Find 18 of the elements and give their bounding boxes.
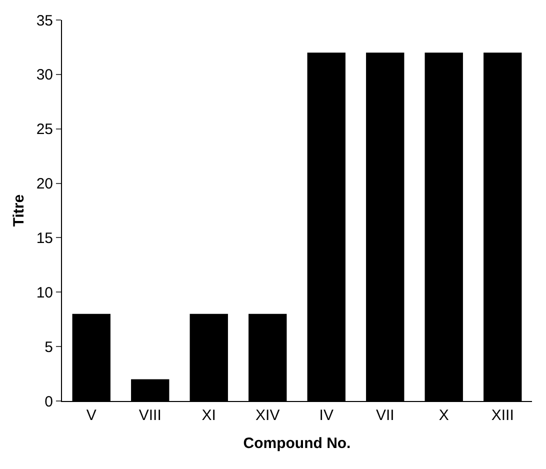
x-axis-title: Compound No. (243, 435, 351, 452)
y-tick-label: 10 (36, 284, 53, 302)
y-axis-title: Titre (10, 194, 28, 227)
x-tick-label: XIII (491, 407, 514, 424)
x-tick-label: IV (319, 407, 334, 424)
x-tick-label: VIII (138, 407, 162, 424)
x-tick-label: VII (376, 407, 394, 424)
y-tick-label: 35 (36, 12, 53, 30)
y-tick-label: 0 (44, 393, 53, 410)
x-tick-label: XIV (256, 407, 280, 424)
x-tick-label: X (438, 407, 449, 424)
x-tick-label: V (86, 407, 96, 424)
y-tick-label: 30 (36, 66, 53, 84)
y-tick-label: 5 (44, 338, 53, 356)
y-tick-label: 20 (36, 176, 53, 193)
y-tick-label: 15 (36, 230, 53, 247)
y-tick-label: 25 (36, 121, 53, 138)
x-tick-label: XI (202, 407, 216, 424)
